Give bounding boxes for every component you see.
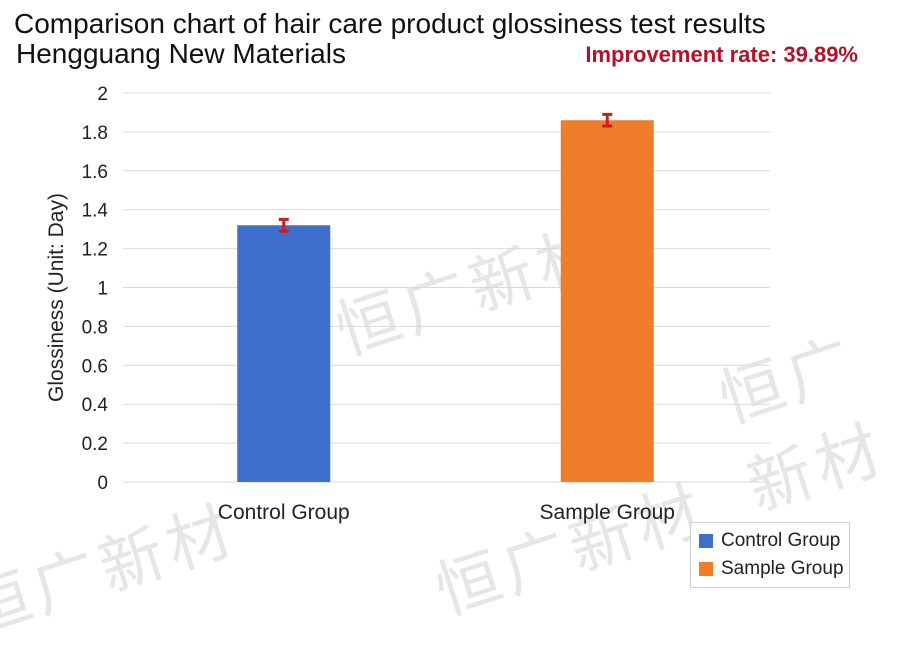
y-tick-label: 0 xyxy=(97,473,108,494)
grid-lines xyxy=(123,92,770,483)
y-tick-label: 1.2 xyxy=(82,240,108,261)
bar-sample-group xyxy=(560,120,654,482)
bar-chart: 0 0.2 0.4 0.6 0.8 1 1.2 1.4 1.6 1.8 2 Control Grou… xyxy=(45,84,770,524)
legend-swatch-sample xyxy=(699,562,713,576)
y-tick-label: 0.2 xyxy=(82,434,108,455)
bars xyxy=(237,120,654,482)
chart-subtitle: Hengguang New Materials xyxy=(16,38,346,69)
y-tick-label: 2 xyxy=(97,84,108,105)
error-bar xyxy=(278,217,289,233)
legend: Control Group Sample Group xyxy=(690,522,850,588)
y-tick-label: 1.6 xyxy=(82,162,108,183)
legend-item-control: Control Group xyxy=(699,527,841,555)
x-tick-labels: Control Group Sample Group xyxy=(218,501,675,524)
y-tick-label: 1.8 xyxy=(82,123,108,144)
y-tick-label: 0.6 xyxy=(82,356,108,377)
legend-swatch-control xyxy=(699,534,713,548)
x-tick-label: Sample Group xyxy=(540,501,675,524)
legend-label-sample: Sample Group xyxy=(721,558,844,579)
chart-title: Comparison chart of hair care product gl… xyxy=(14,8,766,39)
bar-control-group xyxy=(237,225,331,482)
x-tick-label: Control Group xyxy=(218,501,350,524)
error-bars xyxy=(278,112,613,233)
legend-item-sample: Sample Group xyxy=(699,555,844,583)
y-axis-label: Glossiness (Unit: Day) xyxy=(45,193,68,402)
error-bar xyxy=(602,112,613,128)
y-tick-label: 0.4 xyxy=(82,395,109,416)
y-tick-label: 0.8 xyxy=(82,317,108,338)
legend-label-control: Control Group xyxy=(721,530,841,551)
y-tick-label: 1.4 xyxy=(82,201,109,222)
improvement-rate: Improvement rate: 39.89% xyxy=(585,42,858,67)
y-tick-labels: 0 0.2 0.4 0.6 0.8 1 1.2 1.4 1.6 1.8 2 xyxy=(82,84,109,494)
y-tick-label: 1 xyxy=(97,279,108,300)
